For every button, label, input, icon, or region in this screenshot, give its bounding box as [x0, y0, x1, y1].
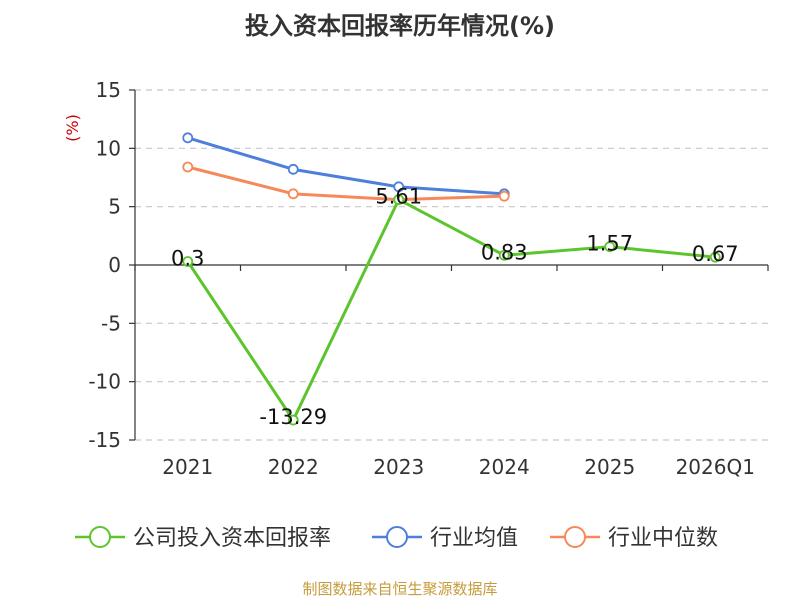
legend-entry: 行业均值 — [430, 526, 518, 551]
y-axis-unit-label: (%) — [63, 114, 82, 142]
x-tick-label: 2023 — [373, 455, 424, 479]
x-tick-label: 2022 — [268, 455, 319, 479]
data-point — [498, 190, 510, 202]
data-point — [182, 132, 194, 144]
data-point — [287, 414, 299, 426]
y-tick-label: -5 — [101, 311, 121, 335]
y-tick-label: -15 — [88, 428, 121, 452]
data-point — [182, 161, 194, 173]
series-lines — [182, 132, 721, 426]
y-tick-label: 0 — [108, 253, 121, 277]
y-tick-label: -10 — [88, 370, 121, 394]
data-label: 1.57 — [586, 232, 633, 256]
legend: 公司投入资本回报率 行业均值 行业中位数 — [75, 526, 718, 551]
chart-title: 投入资本回报率历年情况(%) — [245, 12, 555, 40]
x-tick-label: 2026Q1 — [676, 455, 755, 479]
data-label: 5.61 — [375, 185, 422, 209]
data-label: 0.67 — [692, 242, 739, 266]
data-point — [393, 194, 405, 205]
data-point — [182, 256, 194, 267]
legend-marker — [386, 526, 408, 548]
legend-marker — [89, 526, 111, 548]
x-tick-label: 2024 — [479, 455, 530, 479]
data-point — [393, 181, 405, 193]
data-label: 0.83 — [481, 240, 528, 264]
data-point — [498, 249, 510, 261]
data-labels: 0.3 -13.29 5.61 0.83 1.57 0.67 — [171, 185, 739, 429]
data-point — [287, 163, 299, 175]
x-tick-labels: 2021 2022 2023 2024 2025 2026Q1 — [134, 265, 769, 479]
series-line — [187, 165, 505, 202]
data-point — [604, 241, 616, 253]
y-tick-labels: 15 10 5 0 -5 -10 -15 — [88, 78, 135, 452]
data-point — [709, 251, 721, 263]
data-point — [287, 188, 299, 200]
data-label: -13.29 — [259, 405, 327, 429]
legend-marker — [564, 526, 586, 548]
legend-entry: 公司投入资本回报率 — [133, 526, 331, 551]
data-label: 0.3 — [171, 247, 204, 271]
y-tick-label: 15 — [96, 78, 121, 102]
x-tick-label: 2025 — [584, 455, 635, 479]
series-line — [187, 136, 505, 196]
series-line — [186, 198, 716, 422]
x-tick-label: 2021 — [162, 455, 213, 479]
y-tick-label: 10 — [96, 136, 121, 160]
legend-entry: 行业中位数 — [608, 526, 718, 551]
y-tick-label: 5 — [108, 195, 121, 219]
source-note: 制图数据来自恒生聚源数据库 — [302, 580, 498, 598]
